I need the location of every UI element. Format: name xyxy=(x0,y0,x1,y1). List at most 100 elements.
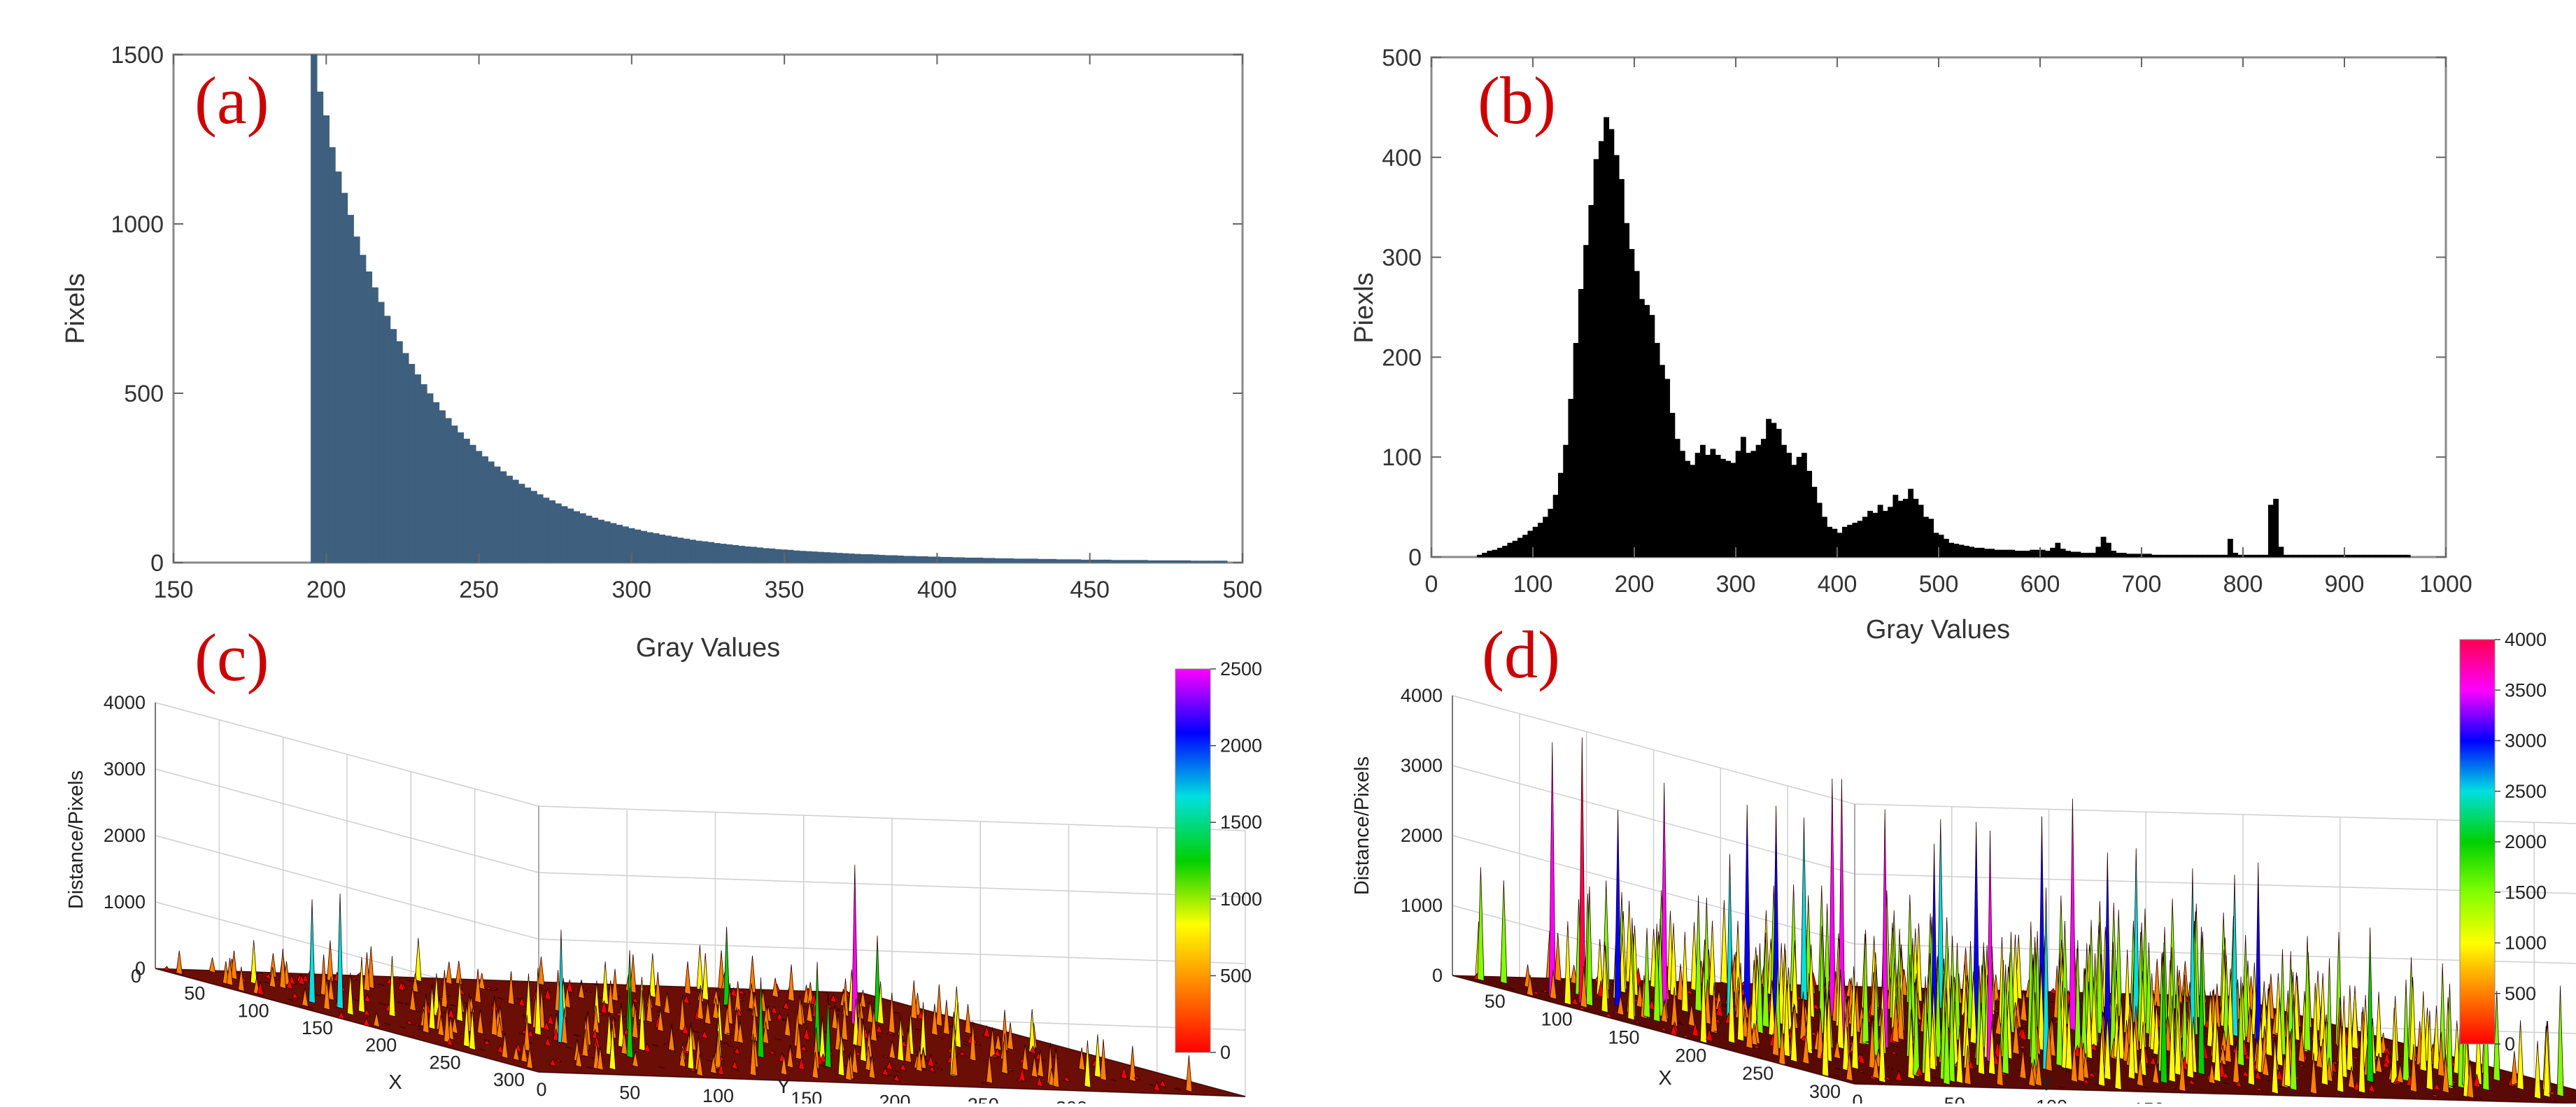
panel-b-bar xyxy=(1634,271,1640,558)
panel-c-surface-spike xyxy=(881,1055,889,1059)
panel-a-bar xyxy=(989,558,996,563)
panel-b-bar xyxy=(1821,516,1827,558)
panel-c-surface-spike xyxy=(417,1028,424,1031)
panel-d-surface-spike xyxy=(2316,1043,2323,1069)
panel-d-surface-spike xyxy=(2284,1011,2291,1087)
panel-a-x-tick-label: 150 xyxy=(154,577,194,603)
panel-d-surface-spike xyxy=(1996,1038,2004,1087)
panel-a-bar xyxy=(830,552,837,563)
panel-c-surface-spike xyxy=(697,988,704,1020)
panel-a-bar xyxy=(1105,559,1112,563)
panel-d-surface-spike xyxy=(1653,924,1661,1022)
panel-a-bar xyxy=(964,557,971,563)
panel-c-surface-spike xyxy=(835,1013,842,1052)
panel-c-y-tick-label: 250 xyxy=(968,1094,999,1104)
panel-c-surface-spike xyxy=(476,1009,484,1035)
panel-b-x-tick-label: 200 xyxy=(1615,571,1655,598)
panel-c-surface-spike xyxy=(877,981,884,1024)
panel-b-bar xyxy=(1669,413,1676,558)
panel-d-surface-spike xyxy=(1711,982,1718,1034)
panel-c-surface-spike xyxy=(413,1024,420,1027)
panel-d-surface-spike xyxy=(1872,1054,1880,1080)
panel-c-surface-spike xyxy=(291,992,299,999)
panel-d-surface-spike xyxy=(1907,1009,1915,1080)
panel-d-colorbar: 0 500 1000 1500 2000 2500 3000 3500 4000 xyxy=(2459,629,2547,1055)
panel-b-bar xyxy=(1604,117,1610,558)
panel-d-surface-spike xyxy=(1564,921,1571,1006)
panel-c-surface-spike xyxy=(490,987,498,990)
panel-b-bar xyxy=(2166,554,2172,558)
panel-b-y-tick-label: 300 xyxy=(1382,245,1422,272)
panel-d-surface-spike xyxy=(1614,810,1622,1008)
panel-a-bar xyxy=(951,557,959,563)
panel-c-surface-spike xyxy=(358,957,365,1013)
panel-a-bar xyxy=(518,484,525,563)
panel-c-surface-spike xyxy=(586,1066,593,1069)
panel-d-surface-spike xyxy=(1753,1045,1761,1050)
panel-c-surface-spike xyxy=(856,1006,864,1048)
panel-a-bar xyxy=(1178,560,1185,563)
panel-a-y-tick-label: 1500 xyxy=(111,42,164,69)
panel-c-surface-spike xyxy=(411,973,419,993)
panel-c-x-tick-label: 250 xyxy=(430,1052,461,1073)
panel-c-surface-spike xyxy=(264,973,272,980)
panel-c-surface-spike xyxy=(631,1003,639,1039)
panel-d-surface-spike xyxy=(2242,1070,2250,1078)
panel-a-bar xyxy=(1068,559,1075,563)
panel-c-surface-spike xyxy=(841,1001,849,1041)
panel-d-surface-spike xyxy=(2309,1052,2318,1094)
panel-d-surface-spike xyxy=(2074,1044,2081,1058)
panel-c-surface-spike xyxy=(728,1045,735,1048)
panel-c-surface-spike xyxy=(954,1002,962,1048)
panel-c-surface-spike xyxy=(1036,1075,1043,1087)
panel-d-surface-spike xyxy=(2019,1027,2027,1041)
panel-a-bar xyxy=(634,529,642,563)
panel-d-surface-spike xyxy=(2368,1083,2376,1093)
panel-a-bar xyxy=(622,526,629,563)
panel-d-surface-spike xyxy=(2467,1059,2475,1099)
panel-c-surface-spike xyxy=(397,980,405,992)
panel-a-bar xyxy=(720,544,727,563)
panel-a-x-tick-label: 400 xyxy=(917,577,957,603)
panel-d-x-tick-label: 150 xyxy=(1608,1027,1639,1048)
panel-d-surface-spike xyxy=(2224,1024,2232,1063)
panel-d-surface-spike xyxy=(1659,1027,1668,1032)
panel-d-surface-spike xyxy=(2153,959,2161,1008)
panel-d-surface-spike xyxy=(2028,1062,2036,1087)
panel-b-bar xyxy=(1593,159,1599,558)
panel-a-bar xyxy=(695,540,702,563)
panel-c-surface-spike xyxy=(547,1013,555,1025)
panel-a-bar xyxy=(1208,560,1216,563)
panel-b-bar xyxy=(1496,547,1503,558)
panel-d-surface-spike xyxy=(1532,991,1541,996)
panel-d-surface-spike xyxy=(2230,874,2239,1037)
panel-d-surface-spike xyxy=(2366,927,2374,1083)
panel-c-surface-spike xyxy=(931,1003,938,1036)
panel-b-bar xyxy=(1725,460,1732,558)
panel-b-bar xyxy=(2100,537,2107,558)
panel-d-surface-spike xyxy=(2351,985,2359,1050)
panel-d-surface-spike xyxy=(1548,742,1556,999)
panel-b-bar xyxy=(2288,554,2294,558)
panel-a-bar xyxy=(316,91,324,563)
panel-c-surface-spike xyxy=(786,1045,794,1069)
panel-d-surface-spike xyxy=(1636,982,1643,1008)
panel-c-surface-spike xyxy=(768,1050,777,1055)
panel-d-x-tick-label: 50 xyxy=(1485,991,1506,1012)
panel-b-y-tick-label: 500 xyxy=(1382,45,1422,71)
panel-c-y-tick-label: 50 xyxy=(619,1082,640,1103)
panel-c-surface-spike xyxy=(868,1055,876,1079)
panel-b-bar xyxy=(1482,552,1488,558)
panel-a-bar xyxy=(665,535,672,563)
panel-b-bar xyxy=(1923,516,1929,558)
panel-c-surface-spike xyxy=(1120,1065,1128,1080)
panel-d-surface-spike xyxy=(1862,930,1869,1045)
panel-c-y-tick-label: 150 xyxy=(791,1088,822,1104)
panel-a-bar xyxy=(488,461,495,563)
panel-a-y-tick-label: 0 xyxy=(150,550,164,577)
panel-d-surface-spike xyxy=(2290,994,2298,1091)
panel-d-surface-spike xyxy=(1988,1020,1996,1076)
panel-d-surface-spike xyxy=(1720,900,1728,985)
panel-d-surface-spike xyxy=(1948,975,1955,1083)
